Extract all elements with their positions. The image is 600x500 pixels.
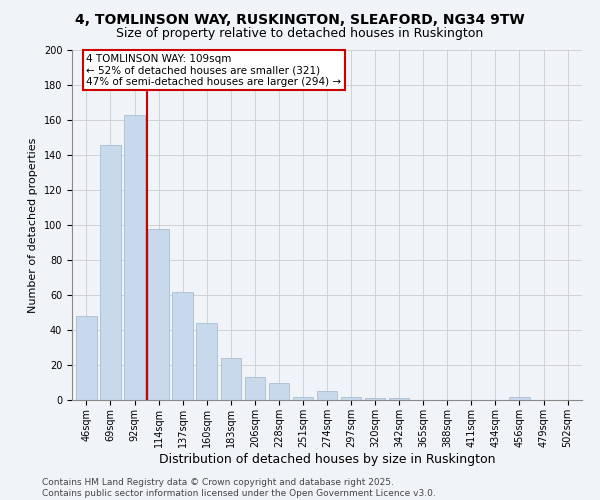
Bar xyxy=(76,316,97,400)
Bar xyxy=(341,396,361,400)
Bar xyxy=(124,115,145,400)
Bar xyxy=(509,396,530,400)
Bar xyxy=(293,396,313,400)
Bar xyxy=(172,292,193,400)
Text: Contains HM Land Registry data © Crown copyright and database right 2025.
Contai: Contains HM Land Registry data © Crown c… xyxy=(42,478,436,498)
Text: 4 TOMLINSON WAY: 109sqm
← 52% of detached houses are smaller (321)
47% of semi-d: 4 TOMLINSON WAY: 109sqm ← 52% of detache… xyxy=(86,54,341,86)
Text: Size of property relative to detached houses in Ruskington: Size of property relative to detached ho… xyxy=(116,28,484,40)
Bar xyxy=(317,391,337,400)
Bar xyxy=(245,377,265,400)
Y-axis label: Number of detached properties: Number of detached properties xyxy=(28,138,38,312)
Bar xyxy=(196,323,217,400)
Bar xyxy=(100,144,121,400)
Bar xyxy=(365,398,385,400)
Bar xyxy=(269,382,289,400)
Text: 4, TOMLINSON WAY, RUSKINGTON, SLEAFORD, NG34 9TW: 4, TOMLINSON WAY, RUSKINGTON, SLEAFORD, … xyxy=(75,12,525,26)
X-axis label: Distribution of detached houses by size in Ruskington: Distribution of detached houses by size … xyxy=(159,452,495,466)
Bar xyxy=(389,398,409,400)
Bar xyxy=(221,358,241,400)
Bar xyxy=(148,228,169,400)
